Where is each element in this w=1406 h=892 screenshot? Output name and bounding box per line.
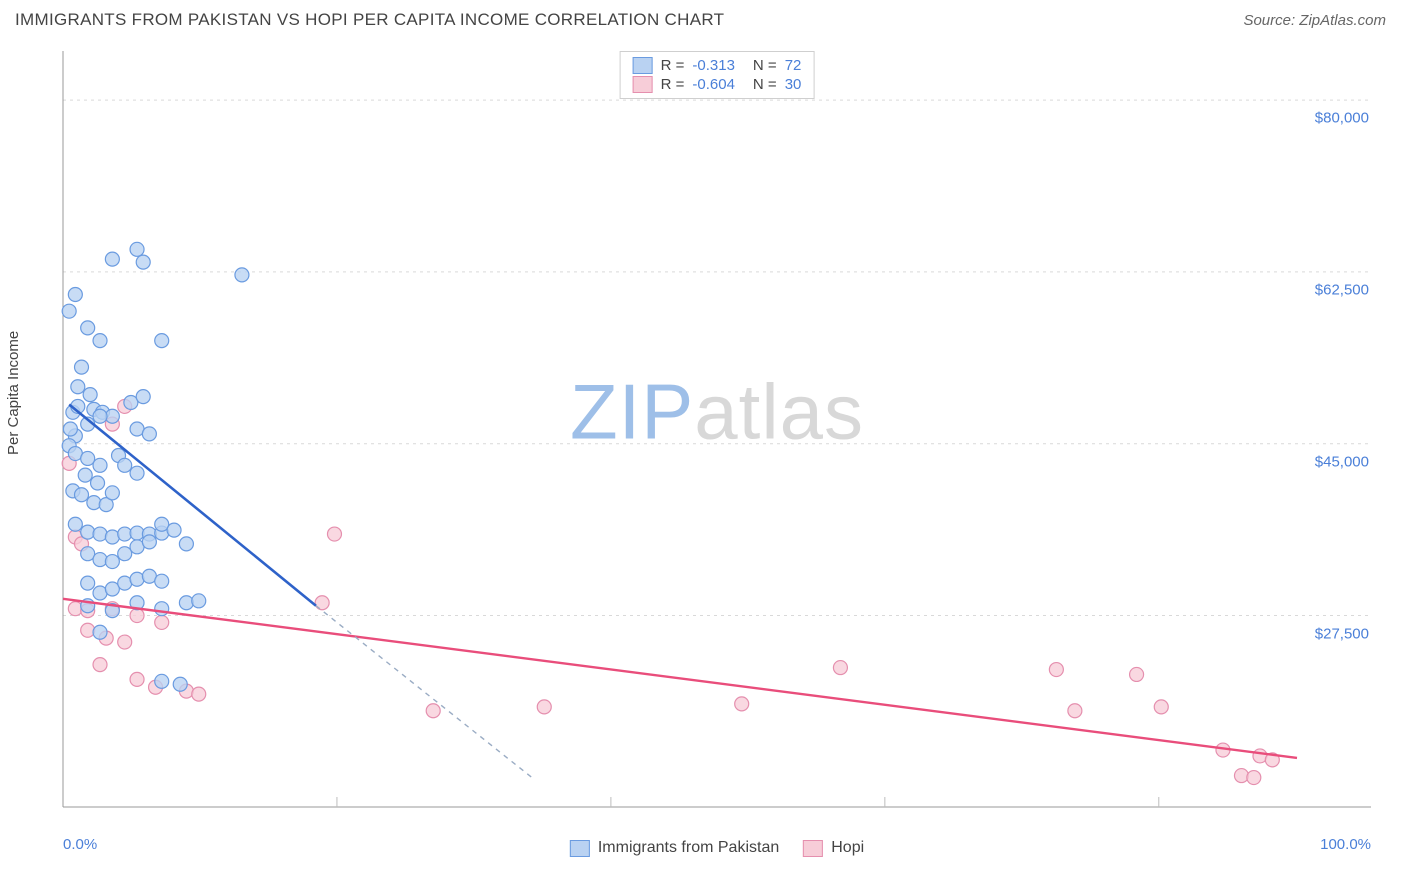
x-tick-label: 100.0% bbox=[1320, 836, 1371, 853]
chart-container: Per Capita Income ZIPatlas R = -0.313 N … bbox=[15, 45, 1391, 875]
bottom-legend: Immigrants from Pakistan Hopi bbox=[570, 839, 864, 857]
stat-n-label: N = bbox=[753, 57, 777, 74]
stat-n-value-1: 72 bbox=[785, 57, 802, 74]
scatter-plot: ZIPatlas R = -0.313 N = 72 R = -0.604 N … bbox=[57, 45, 1377, 825]
legend-label-2: Hopi bbox=[831, 839, 864, 857]
stat-row-series2: R = -0.604 N = 30 bbox=[633, 75, 802, 94]
legend-item-2: Hopi bbox=[803, 839, 864, 857]
y-tick-label: $62,500 bbox=[1315, 281, 1369, 298]
legend-label-1: Immigrants from Pakistan bbox=[598, 839, 779, 857]
swatch-series1 bbox=[633, 57, 653, 74]
x-tick-label: 0.0% bbox=[63, 836, 97, 853]
y-tick-label: $45,000 bbox=[1315, 453, 1369, 470]
legend-swatch-2 bbox=[803, 840, 823, 857]
stat-row-series1: R = -0.313 N = 72 bbox=[633, 56, 802, 75]
legend-swatch-1 bbox=[570, 840, 590, 857]
stat-n-label: N = bbox=[753, 76, 777, 93]
stat-r-value-1: -0.313 bbox=[692, 57, 735, 74]
legend-item-1: Immigrants from Pakistan bbox=[570, 839, 779, 857]
swatch-series2 bbox=[633, 76, 653, 93]
correlation-stats-box: R = -0.313 N = 72 R = -0.604 N = 30 bbox=[620, 51, 815, 99]
stat-r-label: R = bbox=[661, 76, 685, 93]
stat-r-value-2: -0.604 bbox=[692, 76, 735, 93]
stat-n-value-2: 30 bbox=[785, 76, 802, 93]
stat-r-label: R = bbox=[661, 57, 685, 74]
plot-svg bbox=[57, 45, 1377, 825]
y-tick-label: $80,000 bbox=[1315, 110, 1369, 127]
source-attribution: Source: ZipAtlas.com bbox=[1243, 12, 1386, 29]
y-axis-label: Per Capita Income bbox=[5, 331, 22, 455]
y-tick-label: $27,500 bbox=[1315, 625, 1369, 642]
chart-title: IMMIGRANTS FROM PAKISTAN VS HOPI PER CAP… bbox=[15, 10, 724, 30]
